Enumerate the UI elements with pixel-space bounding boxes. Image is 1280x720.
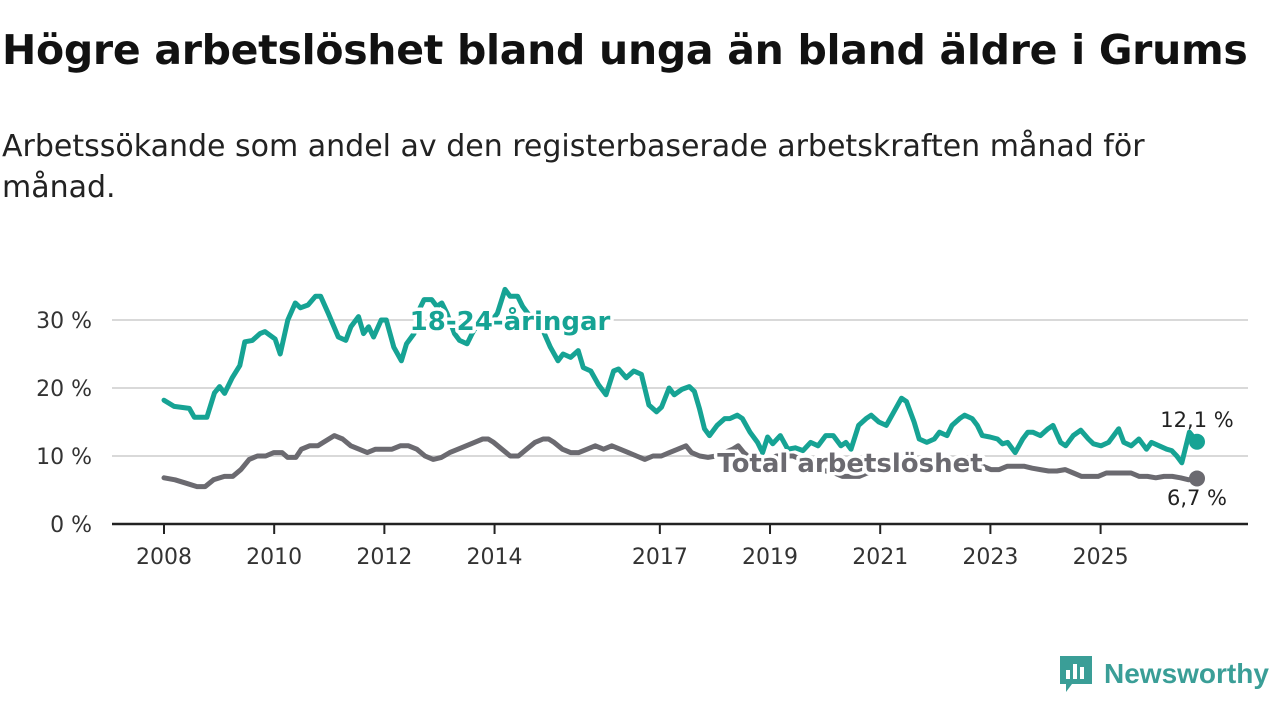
y-tick-label: 30 % xyxy=(36,309,92,334)
youth-series-end-point xyxy=(1189,433,1205,450)
y-tick-label: 20 % xyxy=(36,377,92,402)
y-tick-label: 0 % xyxy=(50,513,92,538)
y-axis-ticks: 0 % 10 % 20 % 30 % xyxy=(36,309,92,538)
x-tick-label: 2012 xyxy=(356,545,412,570)
youth-series-line xyxy=(161,286,1200,466)
x-axis-ticks: 2008 2010 2012 2014 2017 2019 2021 2023 2025 xyxy=(136,524,1129,570)
youth-end-value-label: 12,1 % xyxy=(1160,408,1233,432)
brand-name: Newsworthy xyxy=(1104,658,1269,689)
x-tick-label: 2019 xyxy=(742,545,798,570)
x-tick-label: 2010 xyxy=(246,545,302,570)
total-series-label: Total arbetslöshet xyxy=(717,449,982,479)
x-tick-label: 2017 xyxy=(632,545,688,570)
newsworthy-logo-icon xyxy=(1060,656,1092,692)
total-series-end-point xyxy=(1189,470,1205,487)
x-tick-label: 2025 xyxy=(1073,545,1129,570)
newsworthy-logo: Newsworthy xyxy=(1058,654,1269,694)
youth-series-label: 18-24-åringar xyxy=(410,305,611,337)
total-end-value-label: 6,7 % xyxy=(1167,486,1227,510)
chart-title: Högre arbetslöshet bland unga än bland ä… xyxy=(2,26,1248,74)
series-lines xyxy=(161,286,1205,490)
y-tick-label: 10 % xyxy=(36,445,92,470)
chart-subtitle: Arbetssökande som andel av den registerb… xyxy=(2,129,1145,205)
x-tick-label: 2008 xyxy=(136,545,192,570)
x-tick-label: 2014 xyxy=(467,545,523,570)
x-tick-label: 2021 xyxy=(852,545,908,570)
total-series-line xyxy=(161,433,1200,490)
x-tick-label: 2023 xyxy=(962,545,1018,570)
series-labels: 18-24-åringar Total arbetslöshet 12,1 % 6,7… xyxy=(406,302,1234,511)
